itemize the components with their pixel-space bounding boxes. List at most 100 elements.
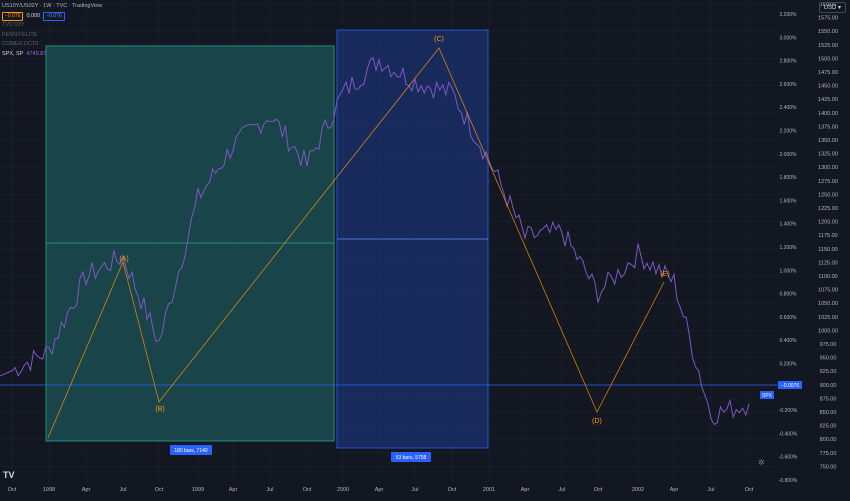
percent-tick-label: 2.400%	[780, 105, 798, 111]
percent-tick-label: 0.800%	[780, 292, 798, 298]
price-tick-label: 900.00	[820, 383, 837, 389]
percent-tick-label: 1.600%	[780, 198, 798, 204]
price-axis[interactable]: 160.00 1575.00 1550.00 1525.00 1500.00 1475.0…	[818, 2, 838, 470]
time-tick-label: Jul	[707, 487, 714, 493]
currency-selector[interactable]: USD ▾	[818, 2, 846, 13]
spx-value: 4745.87	[26, 50, 47, 57]
price-tick-label: 1125.00	[818, 260, 837, 266]
legend-values-row: −0.076 0.000 −0.076	[2, 11, 102, 22]
time-tick-label: 2000	[337, 487, 349, 493]
time-tick-label: Oct	[745, 487, 754, 493]
time-tick-label: Jul	[266, 487, 273, 493]
time-tick-label: Apr	[521, 487, 530, 493]
percent-tick-label: 1.400%	[780, 222, 798, 228]
time-tick-label: Apr	[82, 487, 91, 493]
spread-value: 0.000	[26, 12, 41, 19]
time-tick-label: Oct	[303, 487, 312, 493]
wave-label-a: (A)	[119, 256, 128, 263]
percent-tick-label: 3.000%	[780, 35, 798, 41]
percent-tick-label: 0.600%	[780, 315, 798, 321]
legend-sub-row-3[interactable]: COMEX:OCT0	[2, 41, 39, 47]
percent-tick-label: -0.800%	[779, 478, 798, 484]
elliott-wave-lines[interactable]	[47, 47, 665, 439]
buy-chip[interactable]: −0.076	[43, 11, 65, 21]
range-label-1: 180 bars, 7140	[174, 448, 208, 454]
teal-range-box[interactable]	[45, 45, 335, 442]
percent-tick-label: -0.200%	[779, 408, 798, 414]
legend-sub-row-1[interactable]: TVC:02Y	[2, 22, 25, 28]
spx-badge-label: SPX	[762, 393, 773, 399]
currency-label: USD	[823, 5, 837, 11]
chart-legend: US10Y/US02Y · 1W · TVC · TradingView −0.…	[2, 2, 102, 59]
price-tick-label: 1175.00	[818, 233, 837, 239]
time-tick-label: Apr	[375, 487, 384, 493]
price-tick-label: 1200.00	[818, 220, 838, 226]
price-tick-label: 1225.00	[818, 206, 838, 212]
price-tick-label: 1375.00	[818, 124, 838, 130]
price-tick-label: 1300.00	[818, 165, 838, 171]
price-tick-label: 1250.00	[818, 192, 838, 198]
spx-label: SPX, SP	[2, 50, 24, 57]
price-tick-label: 1150.00	[818, 247, 837, 253]
price-tick-label: 950.00	[820, 356, 837, 362]
price-tick-label: 1550.00	[818, 29, 838, 35]
price-tick-label: 1425.00	[818, 97, 838, 103]
percent-axis[interactable]: 3.200% 3.000% 2.800% 2.600% 2.400% 2.200% 2.00…	[779, 12, 798, 484]
percent-tick-label: 0.400%	[780, 338, 798, 344]
percent-tick-label: -0.600%	[779, 455, 798, 461]
price-tick-label: 1075.00	[818, 288, 838, 294]
time-tick-label: 2001	[483, 487, 495, 493]
price-tick-label: 1475.00	[818, 70, 838, 76]
price-tick-label: 1275.00	[818, 179, 838, 185]
time-axis[interactable]: Oct 1998 Apr Jul Oct 1999 Apr Jul Oct 2000 Apr Jul O…	[8, 487, 754, 493]
percent-tick-label: 3.200%	[780, 12, 798, 18]
tradingview-logo-icon: TV	[3, 470, 15, 480]
legend-sub-row-2[interactable]: PENNY:ELITE	[2, 31, 38, 38]
price-tick-label: 925.00	[820, 369, 837, 375]
range-label-2: 53 bars, 5758	[396, 455, 427, 461]
time-tick-label: Apr	[670, 487, 679, 493]
wave-label-c: (C)	[434, 36, 444, 43]
price-tick-label: 750.00	[820, 464, 837, 470]
price-tick-label: 1575.00	[818, 16, 838, 22]
time-tick-label: 1999	[192, 487, 204, 493]
time-tick-label: Oct	[155, 487, 164, 493]
price-tick-label: 1500.00	[818, 56, 838, 62]
price-tick-label: 825.00	[820, 424, 837, 430]
spx-badge	[760, 391, 774, 399]
wave-label-b: (B)	[155, 406, 164, 413]
chevron-down-icon: ▾	[837, 5, 841, 11]
price-tick-label: 1525.00	[818, 43, 838, 49]
legend-symbol-row[interactable]: US10Y/US02Y · 1W · TVC · TradingView	[2, 2, 102, 12]
symbol-label: US10Y/US02Y · 1W · TVC · TradingView	[2, 3, 103, 9]
legend-spx-row[interactable]: SPX, SP 4745.87	[2, 50, 102, 60]
time-tick-label: Jul	[558, 487, 565, 493]
time-tick-label: Apr	[229, 487, 238, 493]
price-tick-label: 1100.00	[818, 274, 837, 280]
sell-chip[interactable]: −0.076	[2, 11, 24, 21]
time-tick-label: Jul	[119, 487, 126, 493]
price-tick-label: 1000.00	[818, 328, 838, 334]
price-tick-label: 775.00	[820, 451, 837, 457]
percent-tick-label: 1.000%	[780, 268, 798, 274]
percent-tick-label: 1.200%	[780, 245, 798, 251]
price-tick-label: 1400.00	[818, 111, 838, 117]
price-tick-label: 1450.00	[818, 84, 838, 90]
price-tick-label: 1350.00	[818, 138, 838, 144]
time-tick-label: Oct	[448, 487, 457, 493]
percent-tick-label: 2.800%	[780, 59, 798, 65]
gear-icon[interactable]: ✲	[758, 458, 765, 467]
time-tick-label: 2002	[632, 487, 644, 493]
percent-tick-label: 0.200%	[780, 362, 798, 368]
wave-label-e: (E)	[660, 271, 669, 278]
percent-tick-label: -0.400%	[779, 431, 798, 437]
price-tick-label: 975.00	[820, 342, 837, 348]
percent-tick-label: 2.600%	[780, 82, 798, 88]
time-tick-label: Jul	[411, 487, 418, 493]
price-tick-label: 1325.00	[818, 152, 838, 158]
time-tick-label: Oct	[594, 487, 603, 493]
price-tick-label: 875.00	[820, 396, 837, 402]
price-tick-label: 1050.00	[818, 301, 838, 307]
percent-tick-label: 2.200%	[780, 129, 798, 135]
